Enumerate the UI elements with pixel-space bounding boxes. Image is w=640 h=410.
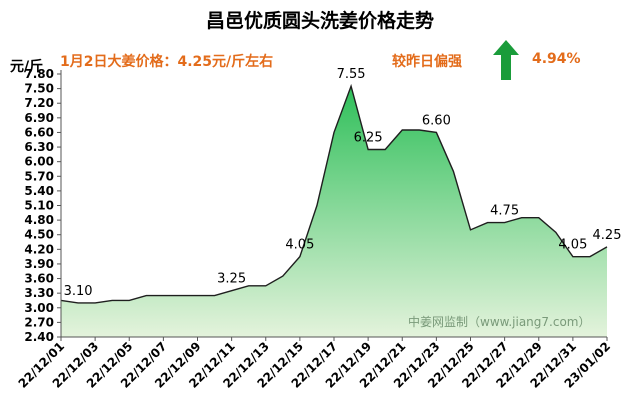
y-tick-label: 3.90	[24, 257, 54, 271]
y-tick-label: 3.00	[24, 301, 54, 315]
y-axis-unit: 元/斤	[10, 59, 44, 75]
y-tick-label: 7.80	[24, 67, 54, 81]
up-arrow-icon	[493, 40, 519, 80]
y-tick-label: 2.40	[24, 330, 54, 344]
data-label: 6.60	[422, 113, 451, 128]
y-tick-label: 7.50	[24, 82, 54, 96]
y-tick-label: 5.40	[24, 184, 54, 198]
y-tick-label: 6.90	[24, 111, 54, 125]
y-tick-label: 6.30	[24, 140, 54, 154]
price-summary: 1月2日大姜价格：4.25元/斤左右	[60, 54, 274, 70]
data-label: 4.05	[558, 238, 587, 253]
y-tick-label: 6.60	[24, 125, 54, 139]
y-tick-label: 3.60	[24, 272, 54, 286]
data-label: 7.55	[337, 67, 366, 82]
series-line	[60, 83, 608, 304]
data-label: 4.75	[490, 204, 519, 219]
y-tick-label: 6.00	[24, 155, 54, 169]
y-tick-label: 4.50	[24, 228, 54, 242]
y-tick-label: 4.80	[24, 213, 54, 227]
y-tick-label: 2.70	[24, 315, 54, 329]
compare-label: 较昨日偏强	[392, 54, 462, 70]
y-tick-label: 5.70	[24, 169, 54, 183]
y-tick-label: 7.20	[24, 96, 54, 110]
y-tick-label: 4.20	[24, 242, 54, 256]
y-tick-label: 5.10	[24, 199, 54, 213]
y-tick-label: 3.30	[24, 286, 54, 300]
data-label: 3.25	[217, 272, 246, 287]
change-percent: 4.94%	[532, 51, 581, 67]
data-label: 4.05	[285, 238, 314, 253]
data-label: 4.25	[593, 228, 622, 243]
watermark: 中姜网监制（www.jiang7.com）	[408, 315, 591, 329]
data-label: 3.10	[64, 284, 93, 299]
series-area	[61, 86, 607, 337]
chart-title: 昌邑优质圆头洗姜价格走势	[205, 10, 434, 32]
data-label: 6.25	[354, 130, 383, 145]
